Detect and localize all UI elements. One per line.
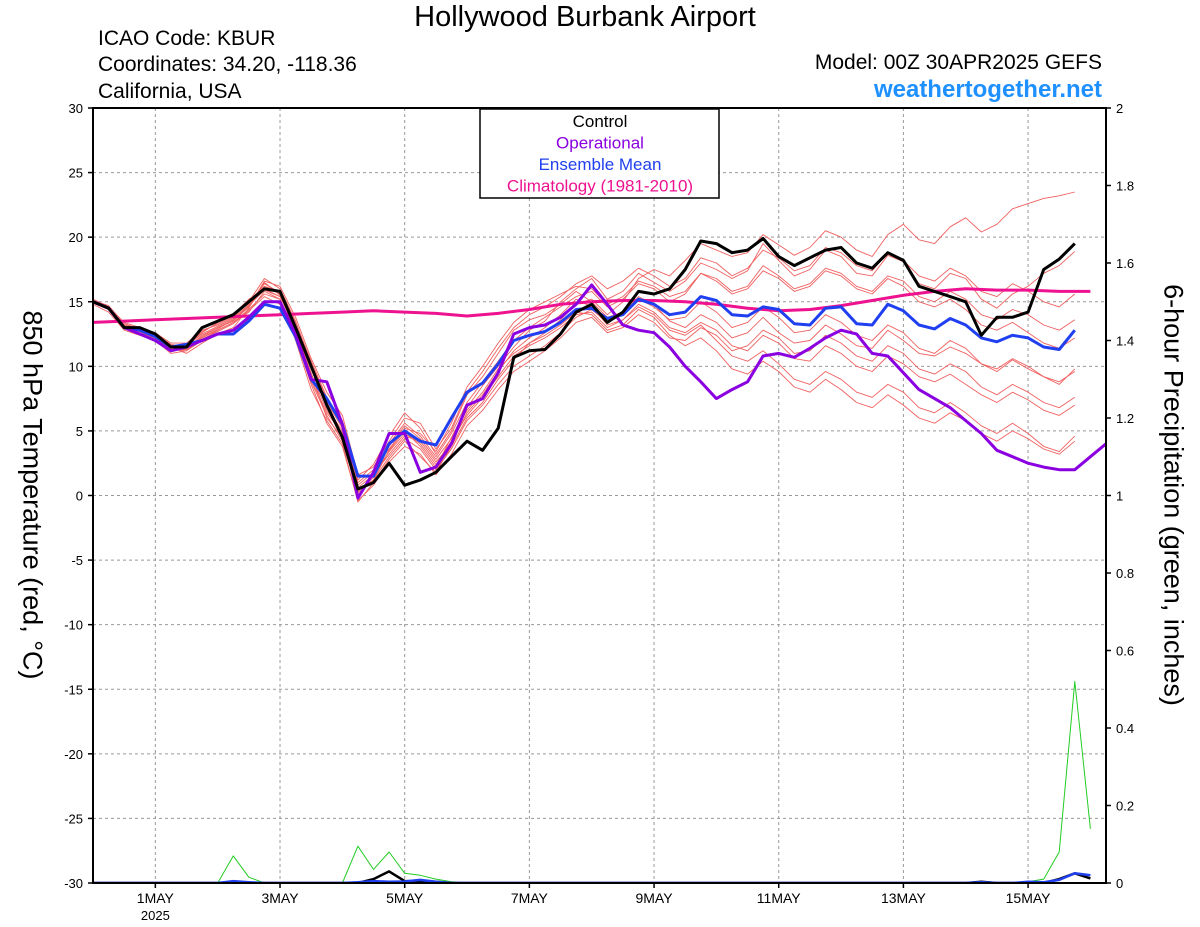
x-tick-label: 7MAY [511, 890, 549, 906]
y-tick-label-left: 0 [76, 489, 83, 504]
y-tick-label-right: 0.4 [1116, 721, 1134, 736]
y-tick-label-left: -10 [64, 618, 83, 633]
y-tick-label-right: 0.2 [1116, 799, 1134, 814]
x-tick-label: 11MAY [757, 890, 801, 906]
y-tick-label-right: 1.8 [1116, 179, 1134, 194]
operational-line [93, 283, 1106, 500]
y-tick-label-right: 1.6 [1116, 256, 1134, 271]
y-tick-label-right: 1.4 [1116, 334, 1134, 349]
legend-operational: Operational [556, 134, 644, 153]
climatology-line [93, 287, 1091, 324]
page-title: Hollywood Burbank Airport [414, 1, 756, 33]
y-tick-label-left: -20 [64, 747, 83, 762]
y-tick-label-left: -5 [71, 553, 83, 568]
model-run: Model: 00Z 30APR2025 GEFS [814, 51, 1102, 74]
precip-member-line [93, 681, 1091, 883]
y-tick-label-right: 0 [1116, 876, 1123, 891]
x-tick-label: 9MAY [635, 890, 673, 906]
y-tick-label-left: 25 [69, 166, 83, 181]
y-tick-label-left: -30 [64, 876, 83, 891]
y-tick-label-right: 1.2 [1116, 411, 1134, 426]
legend-box [479, 108, 720, 199]
y-tick-label-left: 15 [69, 295, 83, 310]
y-tick-label-right: 0.6 [1116, 644, 1134, 659]
y-tick-label-left: 10 [69, 359, 83, 374]
legend-climatology: Climatology (1981-2010) [507, 177, 693, 196]
precip-mean-line [93, 872, 1091, 883]
legend: Control Operational Ensemble Mean Climatolo… [479, 108, 720, 199]
x-tick-label: 15MAY [1006, 890, 1052, 906]
control-line [93, 237, 1076, 491]
member-line [93, 289, 1076, 489]
site-link[interactable]: weathertogether.net [873, 76, 1102, 103]
x-tick-label: 13MAY [881, 890, 927, 906]
region: California, USA [98, 80, 242, 103]
member-line [93, 265, 1076, 486]
plot-lines [93, 191, 1106, 883]
y-tick-label-right: 0.8 [1116, 566, 1134, 581]
y-tick-label-left: 5 [76, 424, 83, 439]
y-tick-label-left: 30 [69, 101, 83, 116]
y-tick-label-right: 2 [1116, 101, 1123, 116]
x-tick-label: 3MAY [261, 890, 299, 906]
coordinates: Coordinates: 34.20, -118.36 [98, 53, 357, 76]
legend-control: Control [573, 112, 628, 131]
y-tick-label-left: -15 [64, 682, 83, 697]
member-line [93, 191, 1075, 503]
y-tick-label-left: 20 [69, 230, 83, 245]
y-tick-label-right: 1 [1116, 489, 1123, 504]
x-tick-label: 1MAY [137, 890, 175, 906]
icao-code: ICAO Code: KBUR [98, 27, 276, 50]
legend-ensemble-mean: Ensemble Mean [539, 155, 662, 174]
x-tick-label: 5MAY [386, 890, 424, 906]
x-tick-sublabel: 2025 [141, 908, 170, 923]
y-tick-label-left: -25 [64, 811, 83, 826]
member-line [93, 296, 1076, 502]
member-line [93, 247, 1076, 476]
